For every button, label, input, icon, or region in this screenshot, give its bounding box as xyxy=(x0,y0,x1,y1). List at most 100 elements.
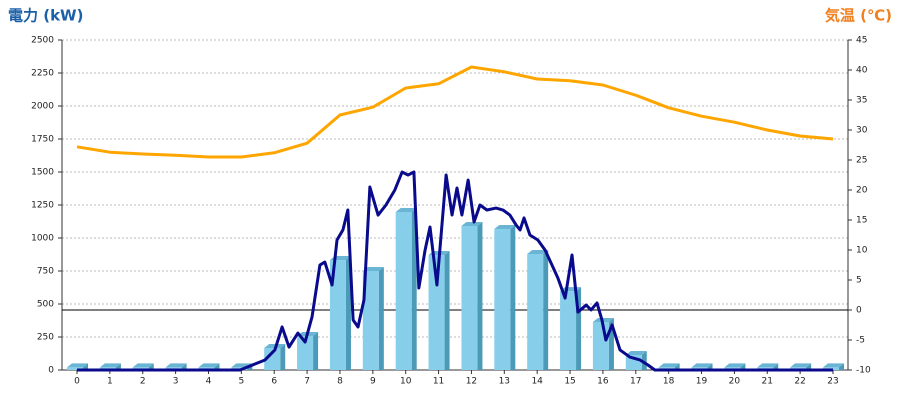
bar-side xyxy=(477,221,483,370)
bar xyxy=(297,335,314,370)
x-tick-label: 6 xyxy=(271,377,277,387)
x-tick-label: 23 xyxy=(827,377,838,387)
bar-side xyxy=(707,363,713,370)
bar-side xyxy=(674,363,680,370)
bar-side xyxy=(740,363,746,370)
y2-tick-label: 40 xyxy=(856,66,868,76)
bar-top xyxy=(823,363,844,368)
bar-side xyxy=(444,251,450,370)
bar-side xyxy=(773,363,779,370)
bar-top xyxy=(724,363,746,368)
y2-tick-label: 45 xyxy=(856,36,867,46)
bar xyxy=(560,291,577,370)
bar-side xyxy=(543,249,549,370)
y-tick-label: 2000 xyxy=(31,102,54,112)
bar-side xyxy=(839,363,844,370)
y2-tick-label: 25 xyxy=(856,156,867,166)
bar-top xyxy=(790,363,812,368)
y2-tick-label: -5 xyxy=(856,336,865,346)
x-tick-label: 19 xyxy=(696,377,708,387)
bar-side xyxy=(510,225,516,370)
bar xyxy=(428,255,445,370)
bar xyxy=(527,253,544,370)
x-tick-label: 5 xyxy=(238,377,244,387)
y2-tick-label: 20 xyxy=(856,186,868,196)
bar xyxy=(264,347,281,370)
y-tick-label: 2250 xyxy=(31,69,54,79)
y2-tick-label: 0 xyxy=(856,306,862,316)
y-tick-label: 1750 xyxy=(31,135,54,145)
x-tick-label: 4 xyxy=(206,377,212,387)
y2-tick-label: 35 xyxy=(856,96,867,106)
bar-top xyxy=(67,363,88,368)
bar-top xyxy=(362,267,384,271)
power-line xyxy=(77,170,833,372)
y2-tick-label: 5 xyxy=(856,276,862,286)
bar-top xyxy=(165,363,187,368)
bar-side xyxy=(280,343,286,370)
x-tick-label: 2 xyxy=(140,377,146,387)
y-tick-label: 500 xyxy=(37,300,54,310)
y2-axis-title: 気温 (℃) xyxy=(825,7,892,25)
bar-side xyxy=(181,363,187,370)
x-tick-label: 11 xyxy=(433,377,444,387)
x-tick-label: 1 xyxy=(107,377,113,387)
y-tick-label: 1500 xyxy=(31,168,54,178)
bar xyxy=(362,271,379,370)
bar-top xyxy=(494,225,516,230)
y-tick-label: 250 xyxy=(37,333,54,343)
x-tick-label: 22 xyxy=(794,377,805,387)
x-tick-label: 7 xyxy=(304,377,310,387)
y2-tick-label: -10 xyxy=(856,366,871,376)
bar xyxy=(67,367,83,370)
bar-side xyxy=(411,207,417,370)
y-tick-label: 1250 xyxy=(31,201,54,211)
y-tick-label: 1000 xyxy=(31,234,54,244)
bar xyxy=(494,229,511,370)
x-tick-label: 20 xyxy=(729,377,741,387)
y-axis-title: 電力 (kW) xyxy=(8,7,83,25)
bar-top xyxy=(527,249,549,254)
bar-top xyxy=(757,363,779,368)
temperature-line xyxy=(76,65,834,159)
x-tick-label: 16 xyxy=(597,377,609,387)
bar xyxy=(329,260,346,370)
y2-tick-label: 10 xyxy=(856,246,868,256)
bar-side xyxy=(115,363,121,370)
bar-side xyxy=(378,267,384,370)
x-tick-label: 10 xyxy=(400,377,412,387)
y2-tick-label: 30 xyxy=(856,126,868,136)
x-tick-label: 0 xyxy=(74,377,80,387)
bar-side xyxy=(148,363,154,370)
bar-top xyxy=(395,207,417,212)
x-tick-label: 3 xyxy=(173,377,179,387)
bar-top xyxy=(132,363,154,368)
bar-top xyxy=(461,221,483,226)
x-tick-label: 18 xyxy=(663,377,675,387)
bar-side xyxy=(83,363,88,370)
y-tick-label: 0 xyxy=(48,366,54,376)
bar-top xyxy=(625,350,647,355)
x-tick-label: 14 xyxy=(531,377,543,387)
bar-top xyxy=(198,363,220,368)
bar-top xyxy=(99,363,121,368)
x-tick-label: 8 xyxy=(337,377,343,387)
bar-side xyxy=(214,363,220,370)
x-tick-label: 12 xyxy=(466,377,477,387)
y-tick-label: 750 xyxy=(37,267,54,277)
bar-side xyxy=(313,331,319,370)
bar-side xyxy=(641,350,647,370)
y-tick-label: 2500 xyxy=(31,36,54,46)
bar xyxy=(592,321,609,370)
x-tick-label: 13 xyxy=(499,377,510,387)
bar-top xyxy=(658,363,680,368)
bar-side xyxy=(345,256,351,370)
x-tick-label: 21 xyxy=(762,377,773,387)
x-tick-label: 17 xyxy=(630,377,641,387)
bar xyxy=(395,211,412,370)
bar-side xyxy=(806,363,812,370)
y2-tick-label: 15 xyxy=(856,216,867,226)
x-tick-label: 15 xyxy=(564,377,575,387)
bar-top xyxy=(691,363,713,368)
x-tick-label: 9 xyxy=(370,377,376,387)
